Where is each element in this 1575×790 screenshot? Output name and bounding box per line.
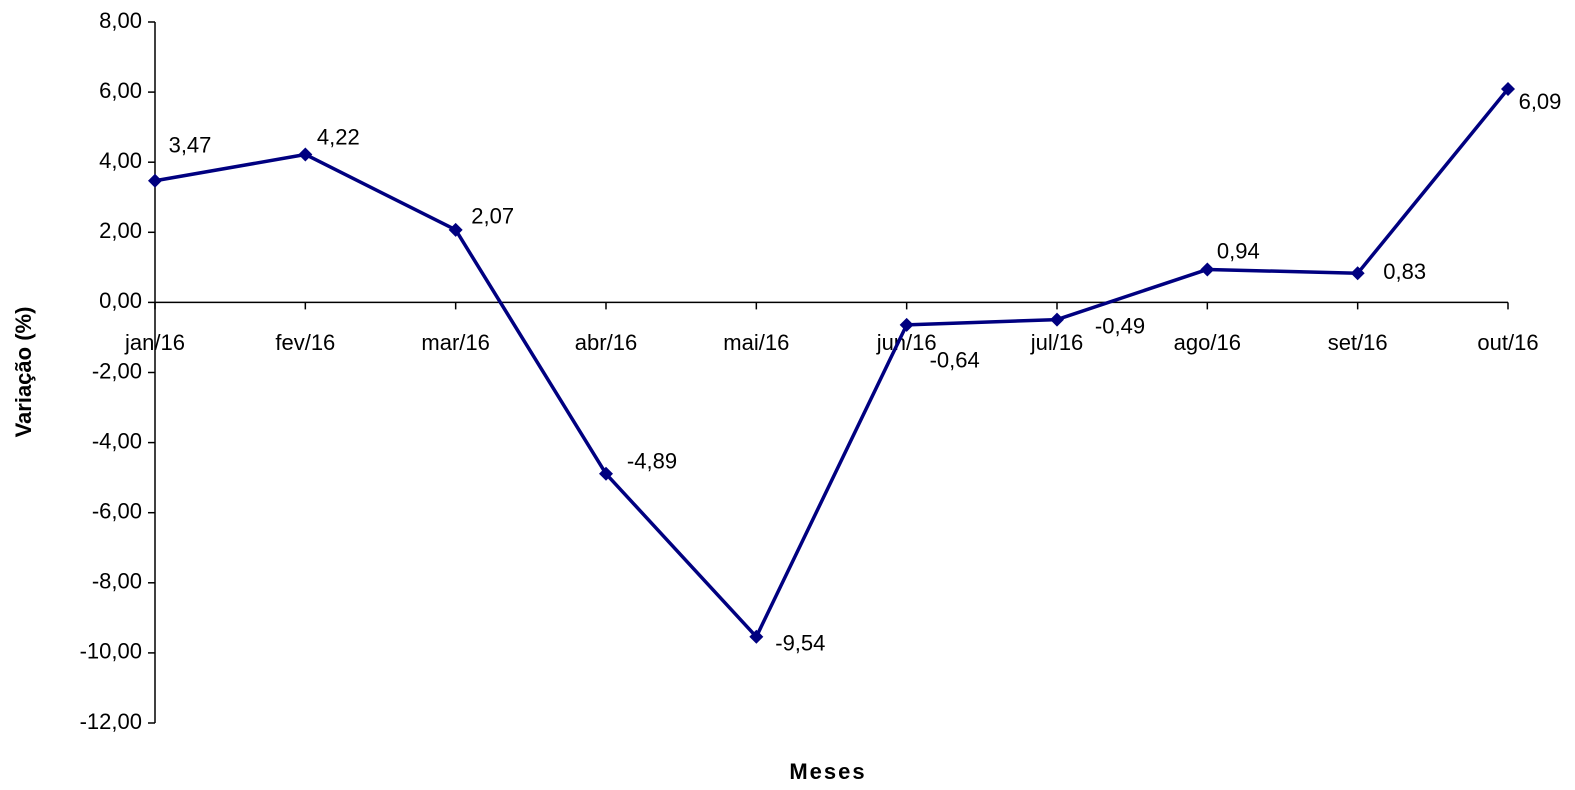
data-label: -0,49 bbox=[1095, 313, 1145, 338]
x-tick-label: ago/16 bbox=[1174, 330, 1241, 355]
data-label: 3,47 bbox=[169, 133, 212, 158]
x-tick-label: jul/16 bbox=[1030, 330, 1084, 355]
x-tick-label: out/16 bbox=[1477, 330, 1538, 355]
marker bbox=[599, 466, 613, 481]
series-line bbox=[154, 87, 1510, 639]
y-tick-label: 6,00 bbox=[99, 78, 142, 103]
x-axis-title: Meses bbox=[789, 759, 866, 784]
x-tick-label: mai/16 bbox=[723, 330, 789, 355]
y-tick-label: -2,00 bbox=[92, 358, 142, 383]
marker bbox=[1350, 266, 1365, 281]
data-label: 0,83 bbox=[1383, 259, 1426, 284]
data-label: -0,64 bbox=[930, 348, 980, 373]
marker bbox=[1200, 262, 1215, 277]
x-tick-label: jun/16 bbox=[876, 330, 937, 355]
y-tick-label: -10,00 bbox=[80, 639, 142, 664]
marker bbox=[448, 222, 463, 237]
data-label: 2,07 bbox=[471, 204, 514, 229]
data-label: -4,89 bbox=[627, 449, 677, 474]
data-label: 6,09 bbox=[1519, 89, 1562, 114]
marker bbox=[749, 629, 764, 644]
marker bbox=[899, 317, 914, 332]
marker bbox=[298, 147, 313, 162]
x-tick-label: fev/16 bbox=[275, 330, 335, 355]
marker bbox=[148, 173, 162, 188]
x-tick-label: set/16 bbox=[1328, 330, 1388, 355]
data-label: 4,22 bbox=[317, 124, 360, 149]
x-tick-label: abr/16 bbox=[575, 330, 637, 355]
marker bbox=[1501, 81, 1515, 96]
y-axis-title: Variação (%) bbox=[11, 307, 36, 438]
y-tick-label: 4,00 bbox=[99, 148, 142, 173]
y-tick-label: -8,00 bbox=[92, 569, 142, 594]
y-tick-label: 0,00 bbox=[99, 288, 142, 313]
marker bbox=[1050, 312, 1064, 327]
y-tick-label: -4,00 bbox=[92, 428, 142, 453]
x-tick-label: mar/16 bbox=[421, 330, 489, 355]
y-tick-label: 2,00 bbox=[99, 218, 142, 243]
y-tick-label: 8,00 bbox=[99, 8, 142, 33]
data-label: -9,54 bbox=[775, 631, 825, 656]
y-tick-label: -12,00 bbox=[80, 709, 142, 734]
data-label: 0,94 bbox=[1217, 238, 1260, 263]
x-tick-label: jan/16 bbox=[124, 330, 185, 355]
y-tick-label: -6,00 bbox=[92, 499, 142, 524]
